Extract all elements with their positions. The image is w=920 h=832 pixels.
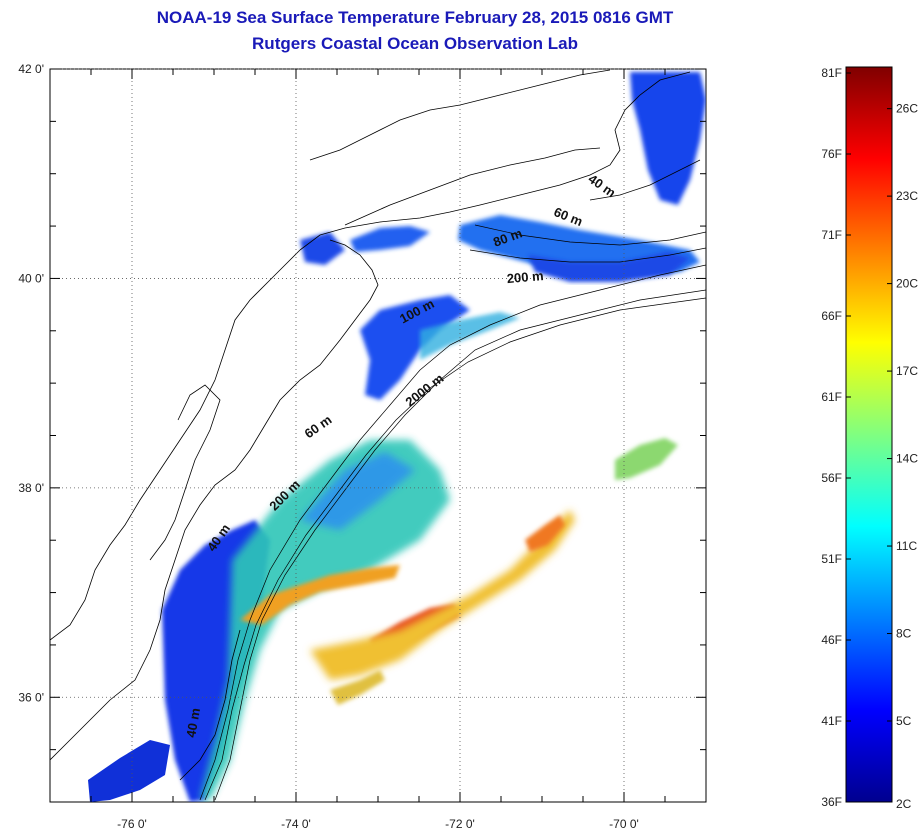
map-frame <box>49 68 707 803</box>
sst-south-filament <box>330 670 385 705</box>
contour-label: 200 m <box>506 268 544 286</box>
bathymetry-contours <box>199 159 706 801</box>
colorbar-f-label: 41F <box>821 714 842 728</box>
y-tick-label: 38 0' <box>18 481 44 495</box>
colorbar-c-label: 23C <box>896 189 918 203</box>
colorbar-c-label: 11C <box>896 539 917 553</box>
colorbar-f-label: 66F <box>821 309 842 323</box>
sst-imagery <box>88 72 706 802</box>
coastline <box>50 69 691 781</box>
colorbar-c-label: 20C <box>896 277 918 291</box>
colorbar-f-label: 81F <box>821 66 842 80</box>
x-tick-label: -76 0' <box>117 817 147 831</box>
colorbar-c-label: 26C <box>896 102 918 116</box>
colorbar-f-label: 56F <box>821 471 842 485</box>
contour-label: 40 m <box>183 707 203 739</box>
colorbar-c-label: 2C <box>896 797 912 811</box>
x-tick-label: -70 0' <box>609 817 639 831</box>
y-tick-label: 40 0' <box>18 271 44 285</box>
colorbar-c-label: 14C <box>896 452 918 466</box>
map-title: NOAA-19 Sea Surface Temperature February… <box>156 8 674 27</box>
sst-long-island <box>350 226 430 252</box>
colorbar-f-label: 61F <box>821 390 842 404</box>
colorbar-f-label: 36F <box>821 795 842 809</box>
sst-warm-patch-east <box>525 515 565 552</box>
colorbar-f-label: 71F <box>821 228 842 242</box>
x-tick-label: -74 0' <box>281 817 311 831</box>
y-tick-label: 36 0' <box>18 690 44 704</box>
x-tick-label: -72 0' <box>445 817 475 831</box>
sst-gulf-of-maine <box>630 72 706 205</box>
y-tick-label: 42 0' <box>18 62 44 76</box>
colorbar-f-label: 76F <box>821 147 842 161</box>
map-axis-labels: -76 0' -74 0' -72 0' -70 0' 42 0' 40 0' 38 0' 3… <box>18 62 638 831</box>
sst-ny-bight <box>300 232 345 265</box>
map-ticks <box>49 68 707 803</box>
colorbar-c-label: 8C <box>896 627 912 641</box>
colorbar-f-label: 51F <box>821 552 842 566</box>
sst-shelf-green <box>420 312 520 360</box>
colorbar-f-label: 46F <box>821 633 842 647</box>
colorbar-labels: 36F 41F 46F 51F 56F 61F 66F 71F 76F 81F 2C 5C 8C 11C 1… <box>821 66 918 811</box>
sst-gulf-stream-mid <box>310 510 575 680</box>
sst-gulf-stream-north <box>240 565 400 625</box>
map-subtitle: Rutgers Coastal Ocean Observation Lab <box>252 34 578 53</box>
sst-hatteras-cold <box>88 740 170 802</box>
sst-slope-water-blue <box>300 452 415 530</box>
colorbar <box>845 66 893 803</box>
colorbar-c-label: 17C <box>896 364 918 378</box>
colorbar-c-label: 5C <box>896 714 912 728</box>
sst-slope-water <box>200 440 450 800</box>
sst-offshore-patch <box>615 438 678 480</box>
sst-georges-bank <box>528 252 690 282</box>
sst-mid-atlantic-shelf <box>360 295 470 400</box>
